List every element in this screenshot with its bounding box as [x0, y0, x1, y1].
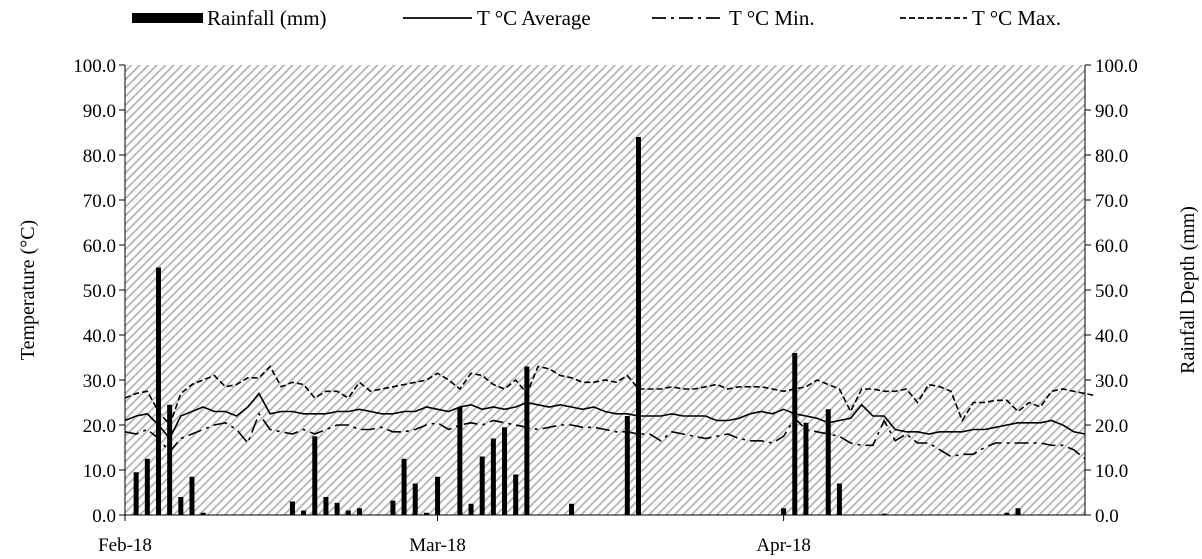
x-tick-label: Feb-18	[98, 535, 152, 556]
y-tick-label-right: 40.0	[1095, 326, 1128, 347]
y-tick-label-left: 30.0	[83, 371, 116, 392]
rainfall-bar	[435, 476, 441, 515]
y-tick-label-right: 50.0	[1095, 281, 1128, 302]
rainfall-bar	[189, 476, 195, 515]
rainfall-bar	[457, 407, 463, 515]
y-tick-label-right: 60.0	[1095, 236, 1128, 257]
y-tick-label-left: 60.0	[83, 236, 116, 257]
rainfall-bar	[401, 458, 407, 515]
y-tick-label-left: 10.0	[83, 461, 116, 482]
series-line-dashdot	[124, 412, 1086, 460]
rainfall-bar	[803, 422, 809, 515]
y-tick-label-right: 10.0	[1095, 461, 1128, 482]
rainfall-bar	[881, 513, 887, 515]
rainfall-bar	[513, 474, 519, 515]
rainfall-bar	[144, 458, 150, 515]
legend-label: T °C Max.	[972, 6, 1061, 30]
y-tick-label-left: 40.0	[83, 326, 116, 347]
rainfall-bar	[1004, 512, 1010, 515]
legend: Rainfall (mm) T °C Average T °C Min. T °C M…	[132, 6, 1061, 30]
legend-label: Rainfall (mm)	[207, 6, 327, 30]
series-line-dashed	[124, 365, 1097, 427]
plot-area	[125, 65, 1085, 515]
rainfall-bar	[569, 503, 575, 515]
y-tick-label-right: 0.0	[1095, 506, 1119, 527]
y-tick-label-left: 50.0	[83, 281, 116, 302]
rainfall-bar	[468, 503, 474, 515]
rainfall-bar	[836, 483, 842, 515]
rainfall-bar	[133, 472, 139, 515]
y-tick-label-right: 100.0	[1095, 56, 1138, 77]
y-tick-label-right: 30.0	[1095, 371, 1128, 392]
y-tick-label-left: 20.0	[83, 416, 116, 437]
rainfall-bars	[133, 137, 1021, 515]
rainfall-bar	[356, 508, 362, 515]
rainfall-bar	[624, 416, 630, 515]
legend-label: T °C Min.	[729, 6, 815, 30]
legend-swatch-rainfall	[132, 13, 203, 23]
rainfall-bar	[167, 404, 173, 515]
rainfall-bar	[1015, 508, 1021, 515]
rainfall-bar	[792, 353, 798, 515]
rainfall-bar	[412, 483, 418, 515]
rainfall-bar	[345, 510, 351, 515]
y-tick-label-left: 100.0	[73, 56, 116, 77]
y-axis-title-left: Temperature (°C)	[17, 220, 39, 360]
y-tick-label-left: 80.0	[83, 146, 116, 167]
rainfall-bar	[178, 497, 184, 515]
axes: 0.0 0.0 10.0 10.0 20.0 20.0 30.0 30.0 40.0 40.0 50…	[73, 56, 1138, 556]
x-tick-label: Mar-18	[409, 535, 466, 556]
rainfall-bar	[155, 267, 161, 515]
rainfall-bar	[781, 508, 787, 515]
rainfall-bar	[323, 497, 329, 515]
rainfall-bar	[825, 409, 831, 515]
rainfall-bar	[312, 436, 318, 515]
rainfall-bar	[289, 501, 295, 515]
rainfall-bar	[334, 502, 340, 515]
y-tick-label-right: 70.0	[1095, 191, 1128, 212]
y-tick-label-right: 90.0	[1095, 101, 1128, 122]
legend-label: T °C Average	[477, 6, 591, 30]
rainfall-bar	[200, 512, 206, 515]
y-tick-label-left: 70.0	[83, 191, 116, 212]
y-axis-title-right: Rainfall Depth (mm)	[1177, 206, 1199, 374]
series-line-solid	[124, 392, 1086, 440]
rainfall-bar	[301, 510, 307, 515]
rainfall-bar	[524, 366, 530, 515]
y-tick-label-left: 90.0	[83, 101, 116, 122]
rainfall-bar	[390, 500, 396, 515]
rainfall-bar	[423, 512, 429, 515]
temperature-lines	[124, 365, 1097, 460]
rainfall-bar	[479, 456, 485, 515]
y-tick-label-right: 80.0	[1095, 146, 1128, 167]
y-tick-label-right: 20.0	[1095, 416, 1128, 437]
y-tick-label-left: 0.0	[92, 506, 116, 527]
rainfall-bar	[635, 137, 641, 515]
rainfall-bar	[490, 438, 496, 515]
x-tick-label: Apr-18	[756, 535, 811, 556]
rainfall-bar	[502, 427, 508, 515]
